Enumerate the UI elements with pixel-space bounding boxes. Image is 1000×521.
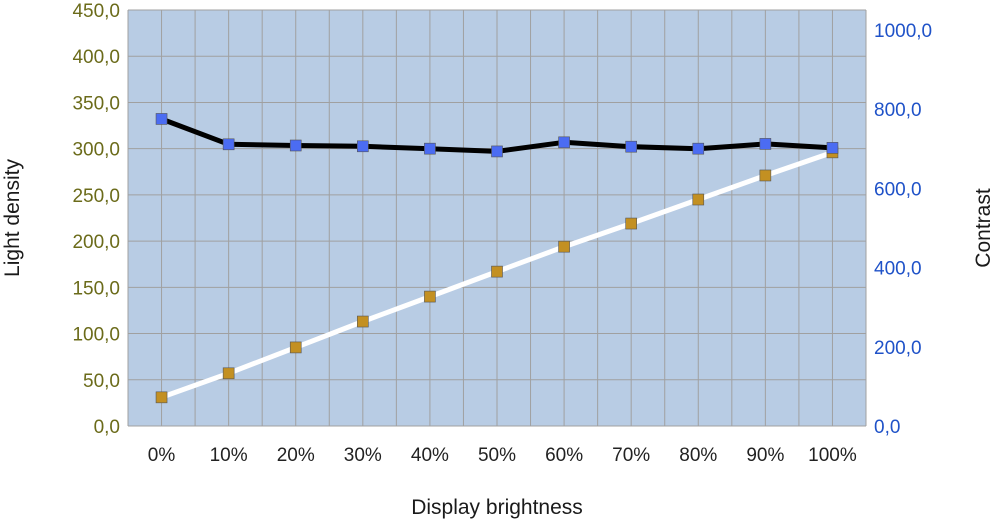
x-tick-label: 90%	[746, 445, 784, 466]
left-tick-label: 350,0	[72, 93, 120, 114]
x-tick-label: 60%	[545, 445, 583, 466]
left-tick-label: 300,0	[72, 140, 120, 161]
x-tick-label: 10%	[210, 445, 248, 466]
series-1-marker	[491, 265, 503, 278]
series-1-marker	[289, 341, 302, 354]
series-layer	[155, 113, 839, 404]
left-axis-title: Light density	[1, 159, 24, 277]
series-1-marker	[357, 315, 369, 328]
series-1-marker	[625, 217, 637, 230]
left-tick-label: 50,0	[83, 371, 120, 392]
left-tick-label: 450,0	[72, 1, 120, 22]
series-1-marker	[558, 240, 570, 253]
x-tick-label: 40%	[411, 445, 449, 466]
series-1-marker	[155, 391, 168, 404]
series-1-marker	[692, 193, 705, 206]
left-tick-label: 150,0	[72, 278, 120, 299]
series-2-marker	[424, 142, 436, 155]
series-2-marker	[491, 145, 503, 158]
series-2-marker	[759, 138, 772, 150]
x-tick-label: 30%	[344, 445, 382, 466]
x-tick-label: 70%	[612, 445, 650, 466]
right-axis-title: Contrast	[972, 188, 995, 268]
series-2-marker	[155, 113, 168, 125]
left-tick-label: 0,0	[94, 417, 120, 438]
left-tick-label: 100,0	[72, 325, 120, 346]
x-tick-label: 80%	[679, 445, 717, 466]
x-tick-label: 0%	[148, 445, 176, 466]
left-tick-label: 200,0	[72, 232, 120, 253]
right-tick-label: 200,0	[874, 338, 922, 359]
series-2-marker	[558, 136, 570, 149]
series-1-marker	[759, 169, 772, 182]
gridlines	[127, 9, 867, 427]
series-2-marker	[289, 139, 302, 152]
right-axis-ticks: 0,0 200,0 400,0 600,0 800,0 1000,0	[874, 21, 932, 438]
right-tick-label: 0,0	[874, 417, 900, 438]
series-2-marker	[222, 138, 235, 151]
series-1-marker	[222, 367, 235, 380]
series-2-marker	[826, 142, 839, 154]
right-tick-label: 1000,0	[874, 21, 932, 42]
x-tick-label: 50%	[478, 445, 516, 466]
x-tick-label: 100%	[808, 445, 857, 466]
series-1-marker	[424, 290, 436, 303]
series-2-marker	[692, 142, 705, 155]
left-axis-ticks: 0,0 50,0 100,0 150,0 200,0 250,0 300,0 350,0 400…	[72, 1, 120, 438]
series-2-marker	[625, 140, 637, 153]
left-tick-label: 250,0	[72, 186, 120, 207]
right-tick-label: 800,0	[874, 100, 922, 121]
x-tick-label: 20%	[277, 445, 315, 466]
right-tick-label: 400,0	[874, 259, 922, 280]
x-axis-ticks: 0% 10% 20% 30% 40% 50% 60% 70% 80% 90% 100%	[148, 445, 857, 466]
x-axis-title: Display brightness	[411, 496, 583, 519]
right-tick-label: 600,0	[874, 179, 922, 200]
series-2-marker	[357, 140, 369, 153]
left-tick-label: 400,0	[72, 47, 120, 68]
